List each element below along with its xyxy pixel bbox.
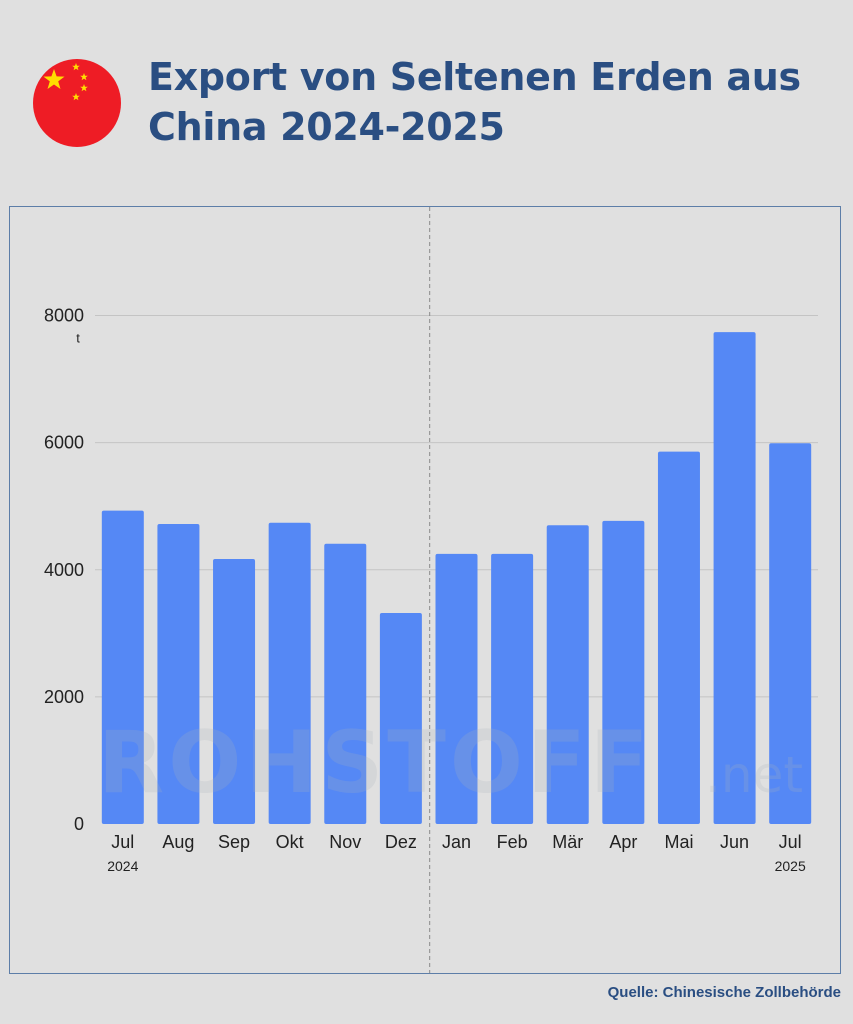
x-tick-label: Jul <box>111 832 134 852</box>
bar-3 <box>268 522 311 824</box>
bar-9 <box>602 520 645 824</box>
x-tick-label: Mai <box>664 832 693 852</box>
x-tick-label: Nov <box>329 832 361 852</box>
bar-12 <box>769 443 812 824</box>
x-tick-label: Aug <box>162 832 194 852</box>
x-tick-label: Jul <box>779 832 802 852</box>
watermark-main: ROHSTOFF <box>98 713 653 813</box>
bar-7 <box>491 553 534 824</box>
watermark: ROHSTOFF .net <box>98 713 803 813</box>
chart-frame: ROHSTOFF .net 0 2000 4000 6000 8000 t Jul Aug Se… <box>9 206 841 974</box>
y-unit-label: t <box>76 331 80 346</box>
bar-5 <box>379 612 422 824</box>
labels-layer: 0 2000 4000 6000 8000 t Jul Aug Sep Okt Nov Dez Jan F… <box>44 306 806 874</box>
x-tick-label: Okt <box>276 832 304 852</box>
y-tick-label: 2000 <box>44 687 84 707</box>
bar-1 <box>157 524 200 824</box>
x-tick-label: Feb <box>497 832 528 852</box>
bar-11 <box>713 332 756 824</box>
source-note: Quelle: Chinesische Zollbehörde <box>607 984 841 1001</box>
bars-layer <box>101 332 812 824</box>
bar-0 <box>101 510 144 824</box>
year-label: 2024 <box>107 858 138 874</box>
x-tick-label: Jun <box>720 832 749 852</box>
y-tick-label: 0 <box>74 814 84 834</box>
year-label: 2025 <box>775 858 806 874</box>
bar-4 <box>324 543 367 824</box>
x-tick-label: Jan <box>442 832 471 852</box>
y-tick-label: 4000 <box>44 560 84 580</box>
y-tick-label: 6000 <box>44 433 84 453</box>
bar-10 <box>657 451 700 824</box>
x-tick-label: Apr <box>609 832 637 852</box>
china-flag-icon <box>33 59 121 147</box>
bar-8 <box>546 525 589 824</box>
bar-2 <box>213 558 256 824</box>
x-tick-label: Mär <box>552 832 583 852</box>
y-tick-label: 8000 <box>44 306 84 326</box>
bar-chart: ROHSTOFF .net 0 2000 4000 6000 8000 t Jul Aug Se… <box>44 207 818 973</box>
x-tick-label: Sep <box>218 832 250 852</box>
bar-6 <box>435 553 478 824</box>
x-tick-label: Dez <box>385 832 417 852</box>
watermark-suffix: .net <box>705 746 803 804</box>
chart-title: Export von Seltenen Erden aus China 2024… <box>148 55 801 149</box>
